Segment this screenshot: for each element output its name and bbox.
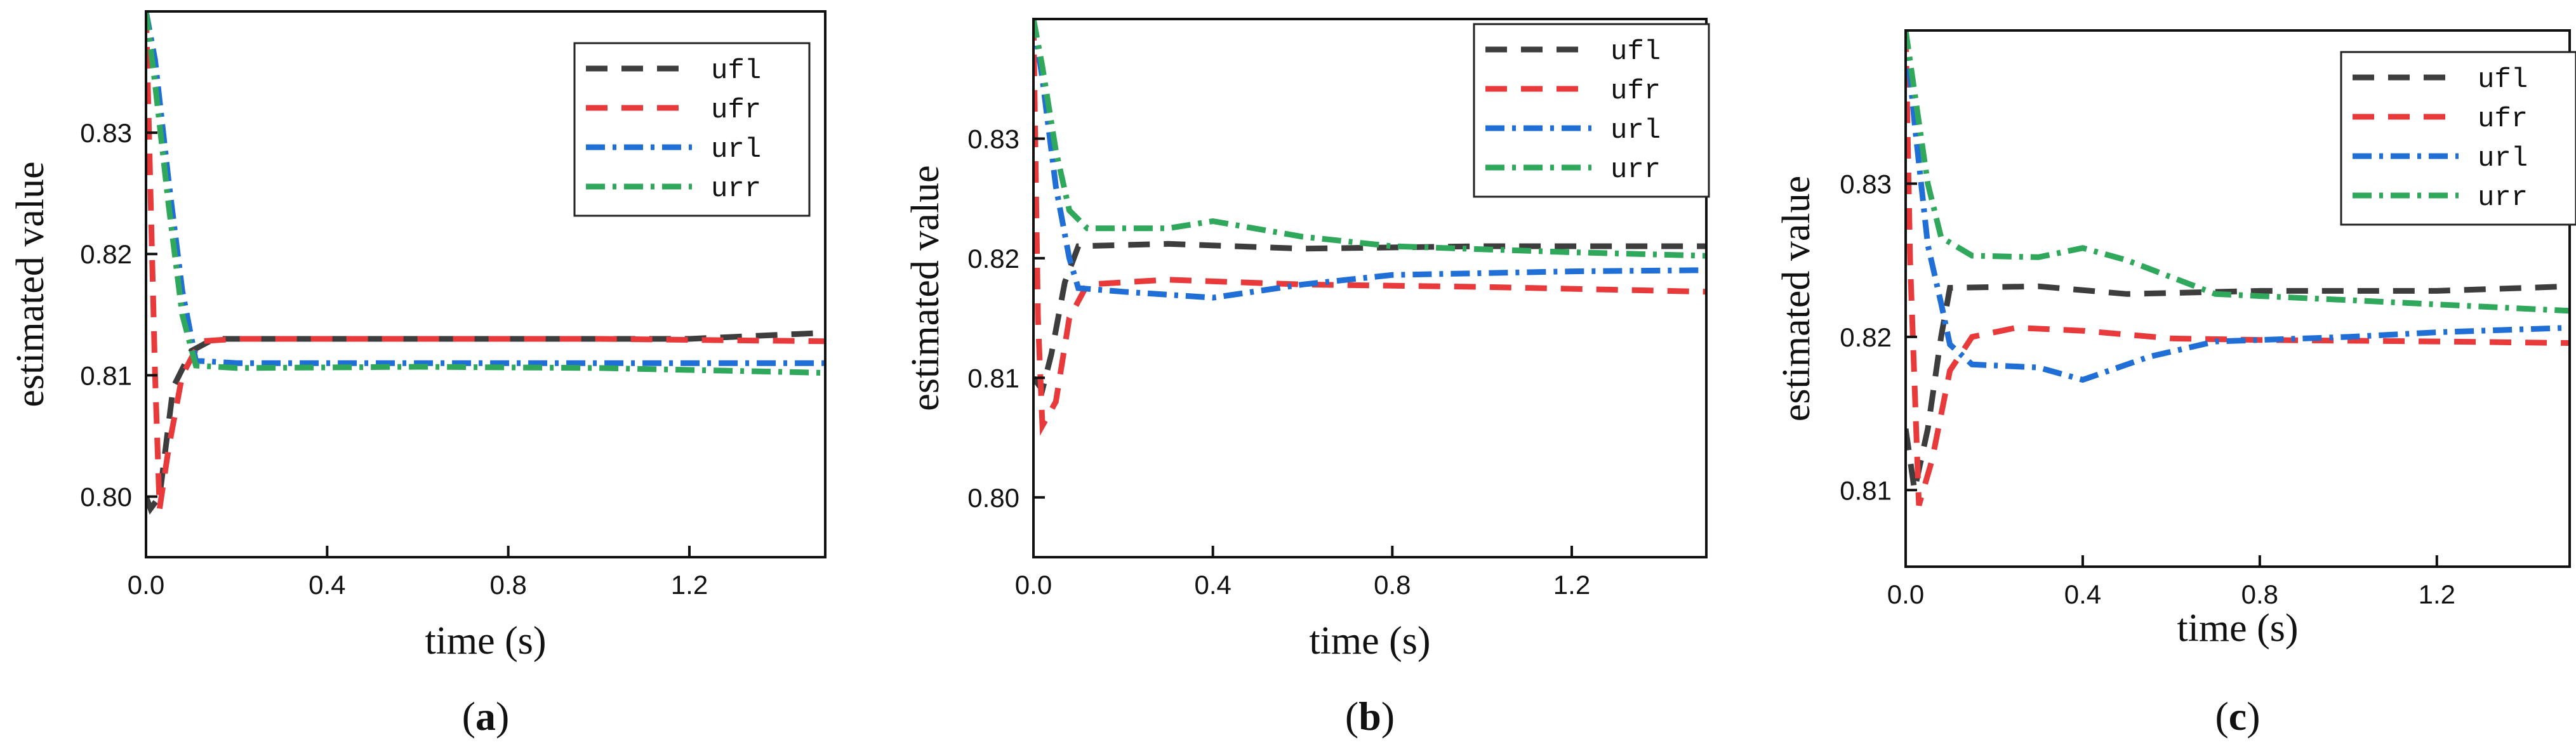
series-line-ufr	[1033, 19, 1706, 436]
series-line-ufl	[1906, 283, 2570, 491]
y-tick-label: 0.80	[80, 482, 132, 511]
x-axis-title: time (s)	[1309, 619, 1430, 663]
y-tick-label: 0.82	[1840, 322, 1892, 352]
y-axis-title: estimated value	[9, 161, 52, 407]
legend-label-url: url	[2478, 143, 2528, 175]
legend-label-url: url	[711, 134, 761, 166]
y-tick-label: 0.81	[80, 360, 132, 390]
y-tick-label: 0.81	[967, 363, 1019, 393]
legend: ufl ufr url urr	[1473, 23, 1710, 198]
y-axis-title: estimated value	[904, 165, 947, 411]
plot-frame	[1904, 29, 2571, 568]
panel-label: (b)	[1345, 694, 1395, 739]
plot-frame	[145, 10, 827, 558]
legend-label-ufl: ufl	[1610, 36, 1661, 68]
x-tick-label: 0.4	[2064, 579, 2101, 609]
chart-panel-1: 0.0 0.4 0.8 1.2 0.80 0.81 0.82 0.83 time (s) esti…	[9, 10, 827, 739]
series-line-ufl	[146, 329, 825, 515]
legend-label-urr: urr	[2478, 182, 2528, 214]
panel-label: (a)	[462, 694, 510, 739]
x-tick-label: 1.2	[2419, 579, 2455, 609]
x-tick-label: 1.2	[671, 570, 708, 600]
plot-frame	[1032, 18, 1708, 558]
y-axis-title: estimated value	[1775, 176, 1818, 421]
y-tick-label: 0.83	[967, 124, 1019, 154]
chart-panel-2: 0.0 0.4 0.8 1.2 0.80 0.81 0.82 0.83 time (s) esti…	[904, 18, 1710, 739]
x-tick-label: 0.0	[128, 570, 164, 600]
legend-label-urr: urr	[1610, 154, 1661, 186]
x-axis-title: time (s)	[2177, 607, 2298, 650]
series-line-ufr	[146, 11, 825, 510]
legend: ufl ufr url urr	[2340, 51, 2576, 226]
x-tick-label: 0.8	[1374, 570, 1411, 600]
series-line-ufl	[1033, 241, 1706, 397]
x-tick-label: 0.0	[1887, 579, 1924, 609]
y-tick-label: 0.83	[80, 118, 132, 148]
y-tick-label: 0.82	[967, 244, 1019, 274]
legend-label-urr: urr	[711, 173, 761, 205]
x-tick-label: 0.8	[489, 570, 526, 600]
series-line-urr	[1906, 30, 2570, 314]
series-line-urr	[1033, 19, 1706, 259]
series-line-url	[1033, 19, 1706, 301]
x-tick-label: 1.2	[1553, 570, 1590, 600]
legend-label-ufr: ufr	[2478, 103, 2528, 135]
series-line-url	[1906, 30, 2570, 383]
series-line-urr	[146, 11, 825, 376]
legend-label-ufr: ufr	[711, 95, 761, 126]
x-tick-label: 0.4	[309, 570, 345, 600]
legend-box	[573, 42, 811, 217]
legend-label-ufl: ufl	[2478, 64, 2528, 96]
x-tick-label: 0.0	[1015, 570, 1052, 600]
legend-label-url: url	[1610, 115, 1661, 147]
panel-label: (c)	[2215, 694, 2260, 739]
chart-panel-3: 0.0 0.4 0.8 1.2 0.81 0.82 0.83 time (s) estimate…	[1775, 29, 2576, 739]
legend: ufl ufr url urr	[573, 42, 811, 217]
y-tick-label: 0.81	[1840, 475, 1892, 505]
x-tick-label: 0.8	[2241, 579, 2278, 609]
y-tick-label: 0.82	[80, 239, 132, 269]
x-tick-label: 0.4	[1194, 570, 1231, 600]
legend-label-ufr: ufr	[1610, 76, 1661, 107]
y-tick-label: 0.80	[967, 483, 1019, 513]
legend-box	[1473, 23, 1710, 198]
legend-box	[2340, 51, 2576, 226]
x-axis-title: time (s)	[425, 619, 546, 663]
y-tick-label: 0.83	[1840, 169, 1892, 199]
legend-label-ufl: ufl	[711, 55, 761, 87]
series-line-ufr	[1906, 30, 2570, 506]
